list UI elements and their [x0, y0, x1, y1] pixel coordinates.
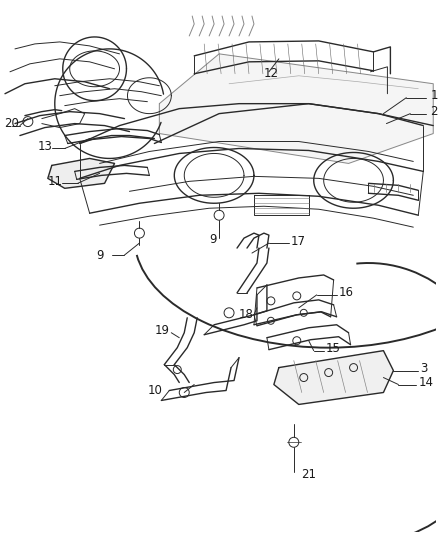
Text: 2: 2 — [430, 105, 438, 118]
Polygon shape — [159, 54, 433, 164]
Text: 12: 12 — [264, 67, 279, 80]
Text: 13: 13 — [38, 140, 53, 153]
Text: 20: 20 — [4, 117, 19, 130]
Text: 19: 19 — [154, 324, 170, 337]
Text: 15: 15 — [326, 342, 340, 355]
Text: 1: 1 — [430, 89, 438, 102]
Text: 11: 11 — [48, 175, 63, 188]
Polygon shape — [274, 351, 393, 405]
Text: 17: 17 — [291, 235, 306, 248]
Text: 21: 21 — [301, 467, 316, 481]
Text: 18: 18 — [239, 308, 254, 321]
Text: 10: 10 — [148, 384, 162, 397]
Text: 9: 9 — [97, 248, 104, 262]
Text: 3: 3 — [420, 362, 427, 375]
Polygon shape — [48, 158, 114, 188]
Text: 16: 16 — [339, 286, 353, 300]
Text: 14: 14 — [418, 376, 433, 389]
Text: 9: 9 — [209, 232, 217, 246]
